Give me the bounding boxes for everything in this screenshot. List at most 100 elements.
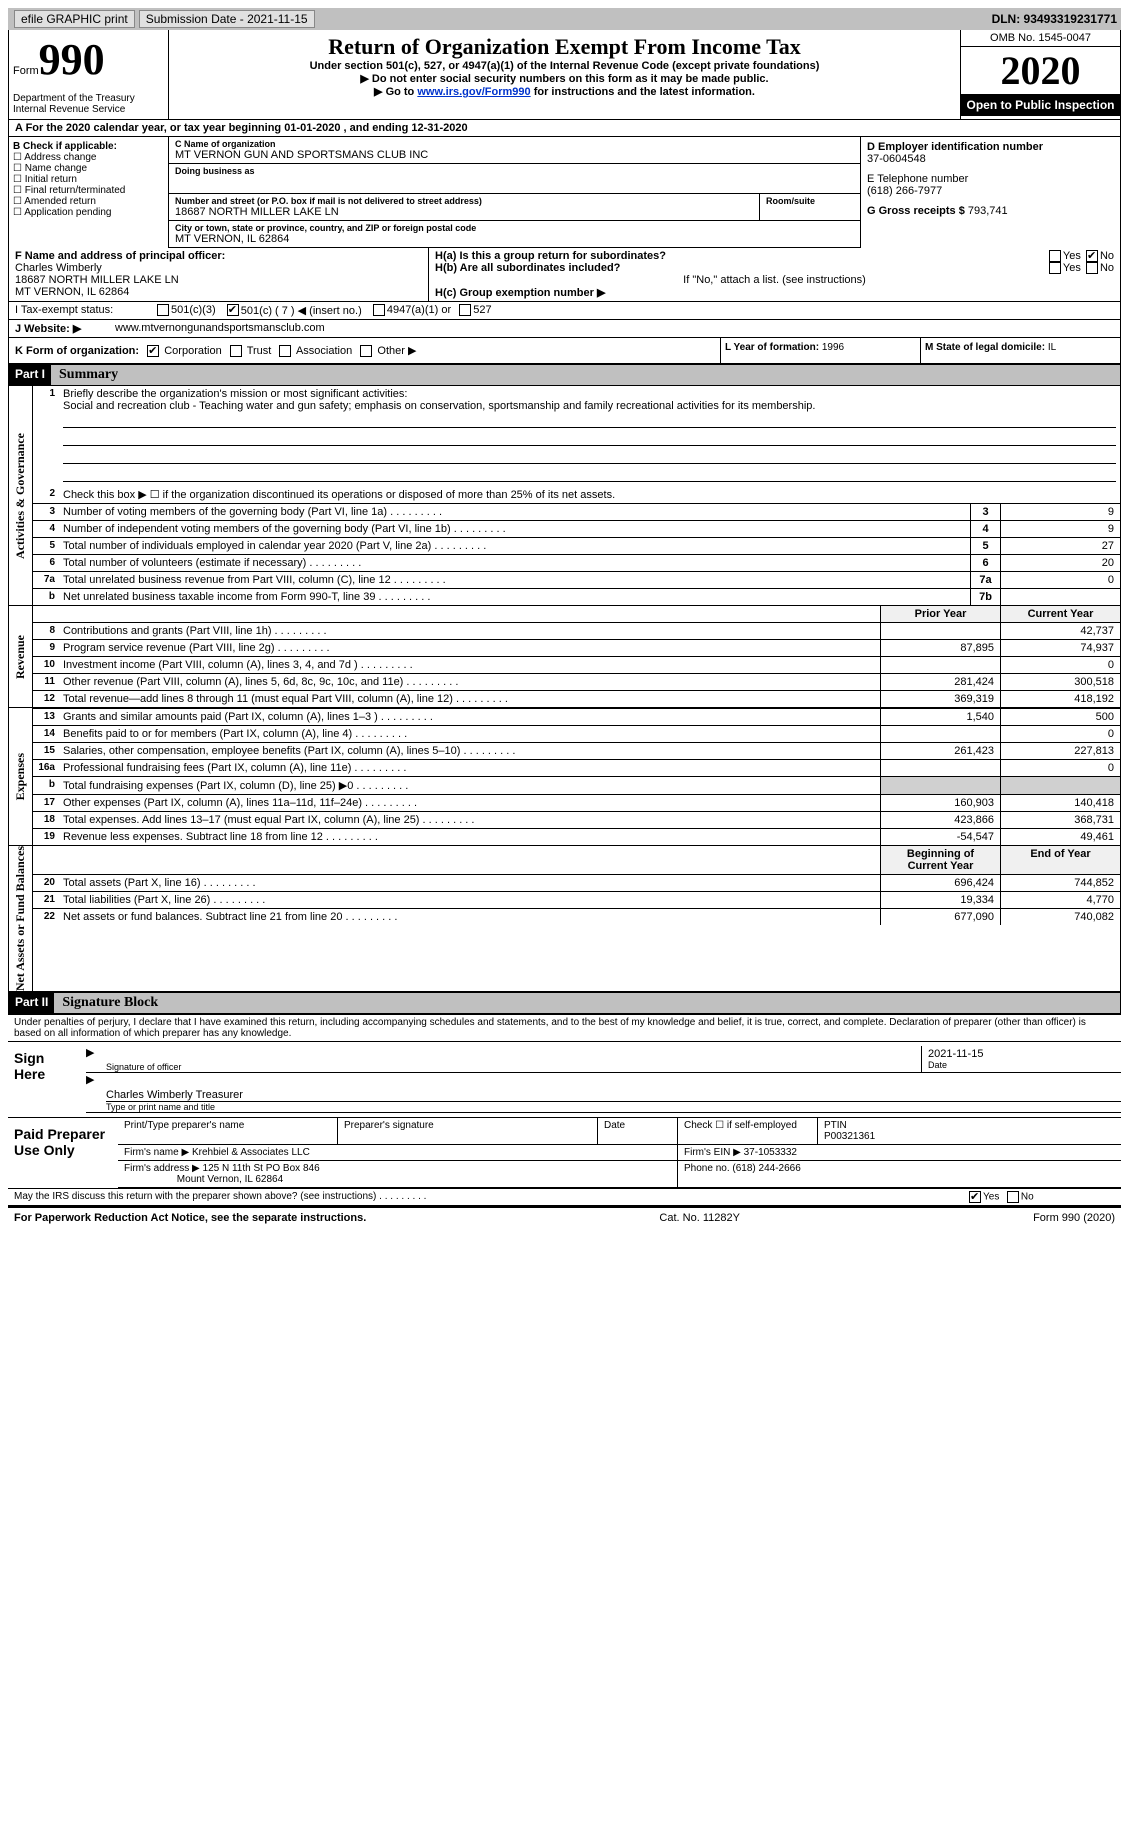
chk-corp[interactable] bbox=[147, 345, 159, 357]
opt-other: Other ▶ bbox=[377, 345, 416, 357]
submission-date: Submission Date - 2021-11-15 bbox=[139, 10, 315, 28]
hb-yes: Yes bbox=[1063, 262, 1081, 274]
opt-501c3: 501(c)(3) bbox=[171, 304, 216, 317]
hb-no-checkbox[interactable] bbox=[1086, 262, 1098, 274]
year-formation-label: L Year of formation: bbox=[725, 342, 819, 353]
subtitle-2: ▶ Do not enter social security numbers o… bbox=[173, 72, 956, 85]
prep-sig-label: Preparer's signature bbox=[338, 1118, 598, 1144]
footer-right: Form 990 (2020) bbox=[1033, 1212, 1115, 1224]
chk-501c3[interactable] bbox=[157, 304, 169, 316]
part2-title: Signature Block bbox=[54, 993, 1120, 1013]
may-discuss: May the IRS discuss this return with the… bbox=[14, 1191, 376, 1202]
footer-mid: Cat. No. 11282Y bbox=[659, 1212, 740, 1224]
formorg-label: K Form of organization: bbox=[15, 345, 139, 357]
part2-header: Part II bbox=[9, 993, 54, 1013]
gross-value: 793,741 bbox=[968, 205, 1008, 217]
chk-initial-return[interactable]: ☐ Initial return bbox=[13, 174, 164, 185]
domicile-label: M State of legal domicile: bbox=[925, 342, 1045, 353]
opt-trust: Trust bbox=[247, 345, 272, 357]
vert-revenue: Revenue bbox=[9, 606, 33, 707]
prep-phone-label: Phone no. bbox=[684, 1163, 730, 1174]
firm-name: Krehbiel & Associates LLC bbox=[192, 1147, 310, 1158]
top-bar: efile GRAPHIC print Submission Date - 20… bbox=[8, 8, 1121, 30]
efile-button[interactable]: efile GRAPHIC print bbox=[14, 10, 135, 28]
chk-4947[interactable] bbox=[373, 304, 385, 316]
website-label: J Website: ▶ bbox=[15, 322, 115, 335]
sig-date: 2021-11-15 bbox=[928, 1048, 1115, 1060]
vert-netassets: Net Assets or Fund Balances bbox=[9, 846, 33, 991]
discuss-yes-chk[interactable] bbox=[969, 1191, 981, 1203]
hdr-current: Current Year bbox=[1000, 606, 1120, 622]
chk-trust[interactable] bbox=[230, 345, 242, 357]
phone-label: E Telephone number bbox=[867, 173, 1114, 185]
taxexempt-label: I Tax-exempt status: bbox=[15, 304, 155, 317]
hdr-prior: Prior Year bbox=[880, 606, 1000, 622]
omb-number: OMB No. 1545-0047 bbox=[961, 30, 1120, 47]
subtitle-1: Under section 501(c), 527, or 4947(a)(1)… bbox=[173, 60, 956, 72]
discuss-no: No bbox=[1021, 1192, 1034, 1203]
l1-label: Briefly describe the organization's miss… bbox=[63, 388, 407, 400]
goto-prefix: ▶ Go to bbox=[374, 86, 414, 98]
vert-governance: Activities & Governance bbox=[9, 386, 33, 605]
part1-title: Summary bbox=[51, 365, 1120, 385]
opt-assoc: Association bbox=[296, 345, 352, 357]
goto-suffix: for instructions and the latest informat… bbox=[534, 86, 755, 98]
firm-ein-label: Firm's EIN ▶ bbox=[684, 1147, 741, 1158]
chk-application-pending[interactable]: ☐ Application pending bbox=[13, 207, 164, 218]
firm-name-label: Firm's name ▶ bbox=[124, 1147, 189, 1158]
addr-value: 18687 NORTH MILLER LAKE LN bbox=[175, 206, 753, 218]
org-name: MT VERNON GUN AND SPORTSMANS CLUB INC bbox=[175, 149, 854, 161]
opt-corp: Corporation bbox=[164, 345, 221, 357]
prep-date-label: Date bbox=[598, 1118, 678, 1144]
firm-ein: 37-1053332 bbox=[744, 1147, 797, 1158]
form-label: Form bbox=[13, 65, 39, 77]
chk-name-change[interactable]: ☐ Name change bbox=[13, 163, 164, 174]
city-label: City or town, state or province, country… bbox=[175, 223, 854, 233]
hc-label: H(c) Group exemption number ▶ bbox=[435, 287, 605, 299]
opt-527: 527 bbox=[473, 304, 491, 317]
form-number: 990 bbox=[39, 35, 105, 84]
city-value: MT VERNON, IL 62864 bbox=[175, 233, 854, 245]
hb-note: If "No," attach a list. (see instruction… bbox=[435, 274, 1114, 286]
l1-text: Social and recreation club - Teaching wa… bbox=[63, 400, 815, 412]
officer-label: F Name and address of principal officer: bbox=[15, 250, 225, 262]
ha-yes-checkbox[interactable] bbox=[1049, 250, 1061, 262]
chk-final-return[interactable]: ☐ Final return/terminated bbox=[13, 185, 164, 196]
hdr-end: End of Year bbox=[1000, 846, 1120, 874]
discuss-no-chk[interactable] bbox=[1007, 1191, 1019, 1203]
chk-amended[interactable]: ☐ Amended return bbox=[13, 196, 164, 207]
prep-phone: (618) 244-2666 bbox=[732, 1163, 800, 1174]
ha-no-checkbox[interactable] bbox=[1086, 250, 1098, 262]
room-label: Room/suite bbox=[766, 196, 854, 206]
chk-address-change[interactable]: ☐ Address change bbox=[13, 152, 164, 163]
officer-addr2: MT VERNON, IL 62864 bbox=[15, 286, 129, 298]
hb-yes-checkbox[interactable] bbox=[1049, 262, 1061, 274]
sign-here-label: Sign Here bbox=[8, 1042, 78, 1117]
chk-501c[interactable] bbox=[227, 304, 239, 316]
dba-label: Doing business as bbox=[175, 166, 854, 176]
prep-name-label: Print/Type preparer's name bbox=[118, 1118, 338, 1144]
chk-assoc[interactable] bbox=[279, 345, 291, 357]
declaration: Under penalties of perjury, I declare th… bbox=[8, 1014, 1121, 1041]
hdr-beg: Beginning of Current Year bbox=[880, 846, 1000, 874]
discuss-yes: Yes bbox=[983, 1192, 999, 1203]
line-a-taxyear: A For the 2020 calendar year, or tax yea… bbox=[8, 120, 1121, 137]
dept-treasury: Department of the Treasury Internal Reve… bbox=[13, 93, 164, 115]
chk-527[interactable] bbox=[459, 304, 471, 316]
form-title: Return of Organization Exempt From Incom… bbox=[173, 34, 956, 60]
ein-value: 37-0604548 bbox=[867, 153, 1114, 165]
part1-header: Part I bbox=[9, 365, 51, 385]
opt-501c: 501(c) ( 7 ) ◀ (insert no.) bbox=[241, 304, 362, 317]
ein-label: D Employer identification number bbox=[867, 141, 1114, 153]
chk-other[interactable] bbox=[360, 345, 372, 357]
check-self[interactable]: Check ☐ if self-employed bbox=[678, 1118, 818, 1144]
hb-label: H(b) Are all subordinates included? bbox=[435, 262, 620, 274]
ha-yes: Yes bbox=[1063, 250, 1081, 262]
paid-preparer-label: Paid Preparer Use Only bbox=[8, 1118, 118, 1188]
officer-name-title: Charles Wimberly Treasurer bbox=[106, 1089, 1121, 1102]
form990-link[interactable]: www.irs.gov/Form990 bbox=[417, 86, 530, 98]
dln: DLN: 93493319231771 bbox=[992, 12, 1117, 26]
section-b-label: B Check if applicable: bbox=[13, 141, 117, 152]
phone-value: (618) 266-7977 bbox=[867, 185, 1114, 197]
arrow-icon: ▶ bbox=[86, 1046, 106, 1072]
